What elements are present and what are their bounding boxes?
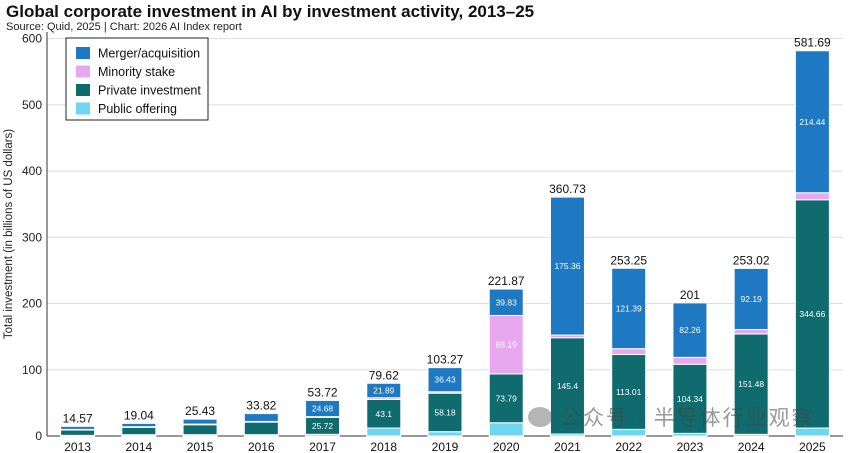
legend-swatch xyxy=(76,102,90,115)
total-label: 25.43 xyxy=(185,404,215,418)
segment-label: 104.34 xyxy=(677,394,703,404)
segment-label: 113.01 xyxy=(616,387,642,397)
legend-swatch xyxy=(76,47,90,59)
bar-merger-acquisition-2013 xyxy=(60,425,96,430)
bar-merger-acquisition-2019 xyxy=(427,367,463,393)
bar-merger-acquisition-2020 xyxy=(488,288,524,316)
total-label: 253.25 xyxy=(610,253,647,267)
segment-label: 43.1 xyxy=(375,409,392,419)
bar-merger-acquisition-2018 xyxy=(366,382,402,399)
bar-merger-acquisition-2023 xyxy=(672,302,708,358)
bar-merger-acquisition-2016 xyxy=(243,413,279,422)
legend-swatch xyxy=(76,84,90,96)
legend-swatch xyxy=(76,65,90,78)
watermark-text: 公众号 · 半导体行业观察 xyxy=(560,407,815,430)
bar-private-investment-2025 xyxy=(794,199,830,429)
x-tick-label: 2022 xyxy=(615,440,642,453)
y-tick-label: 400 xyxy=(22,164,42,178)
total-label: 14.57 xyxy=(63,411,93,425)
segment-label: 21.89 xyxy=(373,385,395,395)
x-tick-label: 2016 xyxy=(248,440,275,453)
total-label: 33.82 xyxy=(246,399,276,413)
segment-label: 151.48 xyxy=(738,379,764,389)
x-tick-label: 2023 xyxy=(677,440,704,453)
y-tick-label: 100 xyxy=(22,363,42,377)
bar-merger-acquisition-2022 xyxy=(611,267,647,350)
segment-label: 92.19 xyxy=(741,294,763,304)
bar-private-investment-2023 xyxy=(672,363,708,434)
bar-public-offering-2018 xyxy=(366,427,402,437)
x-tick-label: 2019 xyxy=(432,440,459,453)
x-tick-label: 2025 xyxy=(799,440,826,453)
segment-label: 24.68 xyxy=(312,404,334,414)
x-tick-label: 2014 xyxy=(125,440,152,453)
bar-minority-stake-2024 xyxy=(733,328,769,335)
segment-label: 58.18 xyxy=(434,407,456,417)
legend-label: Private investment xyxy=(98,84,201,98)
y-tick-label: 0 xyxy=(35,429,42,443)
bar-private-investment-2015 xyxy=(182,424,218,436)
bar-private-investment-2021 xyxy=(549,337,585,435)
segment-label: 121.39 xyxy=(616,303,642,313)
bar-merger-acquisition-2021 xyxy=(549,196,585,336)
bar-minority-stake-2025 xyxy=(794,192,830,201)
x-tick-label: 2024 xyxy=(738,440,765,453)
bar-private-investment-2024 xyxy=(733,333,769,435)
total-label: 79.62 xyxy=(369,368,399,382)
x-tick-label: 2015 xyxy=(187,440,214,453)
total-label: 581.69 xyxy=(794,36,831,50)
segment-label: 344.66 xyxy=(799,309,825,319)
bar-private-investment-2022 xyxy=(611,354,647,430)
bar-public-offering-2020 xyxy=(488,422,524,437)
total-label: 221.87 xyxy=(488,274,525,288)
bar-minority-stake-2022 xyxy=(611,348,647,356)
segment-label: 39.83 xyxy=(496,297,518,307)
bar-merger-acquisition-2015 xyxy=(182,418,218,425)
y-axis-label: Total investment (in billions of US doll… xyxy=(3,129,15,339)
x-tick-label: 2021 xyxy=(554,440,581,453)
bar-minority-stake-2023 xyxy=(672,356,708,365)
segment-label: 36.43 xyxy=(434,375,456,385)
bar-private-investment-2013 xyxy=(60,429,96,436)
total-label: 360.73 xyxy=(549,182,586,196)
y-tick-label: 200 xyxy=(22,297,42,311)
segment-label: 214.44 xyxy=(799,117,825,127)
watermark: 公众号 · 半导体行业观察 xyxy=(528,402,815,432)
bar-minority-stake-2020 xyxy=(488,314,524,375)
segment-label: 175.36 xyxy=(554,261,580,271)
y-tick-label: 600 xyxy=(22,32,42,46)
segment-label: 145.4 xyxy=(557,381,579,391)
segment-label: 88.19 xyxy=(496,340,518,350)
y-tick-label: 300 xyxy=(22,230,42,244)
wechat-icon xyxy=(528,407,552,427)
total-label: 201 xyxy=(680,288,700,302)
legend-label: Merger/acquisition xyxy=(98,47,200,61)
bar-public-offering-2019 xyxy=(427,431,463,437)
total-label: 103.27 xyxy=(427,353,464,367)
bar-private-investment-2020 xyxy=(488,373,524,424)
segment-label: 82.26 xyxy=(679,325,701,335)
x-tick-label: 2013 xyxy=(64,440,91,453)
chart-title: Global corporate investment in AI by inv… xyxy=(6,2,535,21)
chart-subtitle: Source: Quid, 2025 | Chart: 2026 AI Inde… xyxy=(6,21,242,33)
legend-label: Public offering xyxy=(98,102,177,116)
x-tick-label: 2020 xyxy=(493,440,520,453)
bar-private-investment-2014 xyxy=(121,426,157,436)
segment-label: 25.72 xyxy=(312,421,334,431)
x-tick-label: 2017 xyxy=(309,440,336,453)
bar-private-investment-2016 xyxy=(243,421,279,436)
legend-label: Minority stake xyxy=(98,65,175,79)
total-label: 53.72 xyxy=(308,385,338,399)
total-label: 19.04 xyxy=(124,408,154,422)
total-label: 253.02 xyxy=(733,253,770,267)
bar-private-investment-2019 xyxy=(427,392,463,433)
x-tick-label: 2018 xyxy=(370,440,397,453)
segment-label: 73.79 xyxy=(496,393,518,403)
bar-merger-acquisition-2017 xyxy=(305,399,341,418)
bar-merger-acquisition-2014 xyxy=(121,422,157,428)
y-tick-label: 500 xyxy=(22,98,42,112)
bar-merger-acquisition-2025 xyxy=(794,50,830,194)
bar-merger-acquisition-2024 xyxy=(733,267,769,330)
